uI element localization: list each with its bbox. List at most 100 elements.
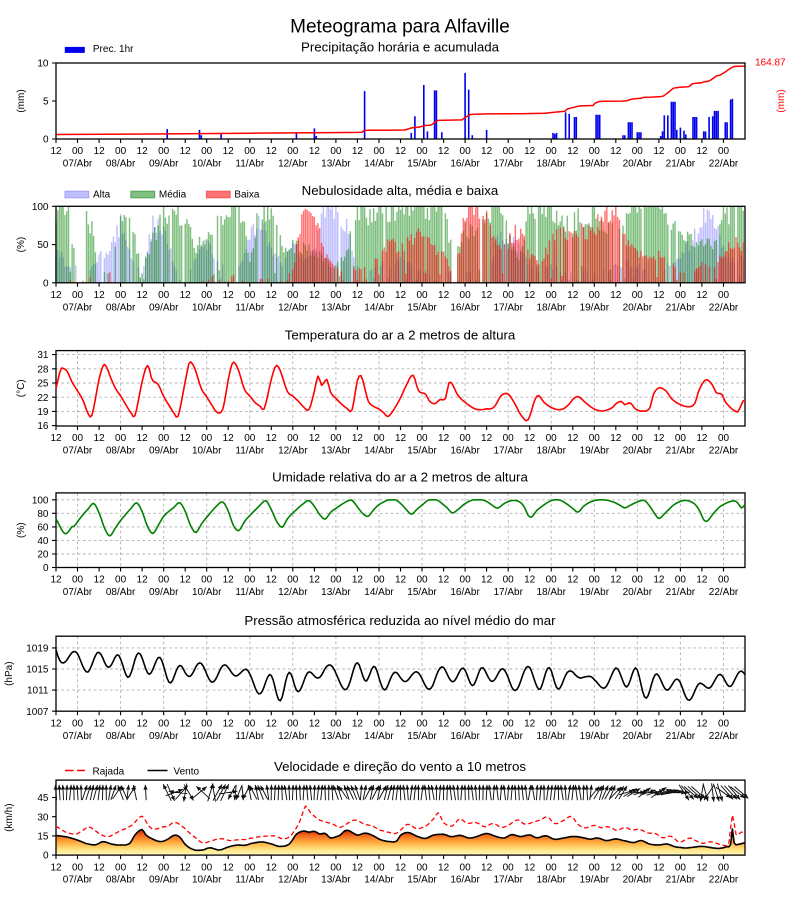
svg-text:16/Abr: 16/Abr (450, 587, 480, 598)
svg-text:00: 00 (373, 146, 385, 157)
svg-text:00: 00 (503, 290, 515, 301)
svg-text:12: 12 (696, 146, 708, 157)
svg-text:12: 12 (223, 433, 235, 444)
svg-text:16/Abr: 16/Abr (450, 875, 480, 886)
svg-text:12: 12 (180, 862, 192, 873)
svg-text:07/Abr: 07/Abr (63, 446, 93, 457)
svg-text:12: 12 (696, 575, 708, 586)
svg-text:10/Abr: 10/Abr (192, 302, 222, 313)
svg-text:00: 00 (718, 862, 730, 873)
svg-text:10: 10 (37, 59, 49, 70)
svg-text:00: 00 (675, 146, 687, 157)
svg-text:13/Abr: 13/Abr (321, 302, 351, 313)
svg-text:(km/h): (km/h) (4, 803, 15, 831)
svg-text:12: 12 (137, 146, 149, 157)
svg-text:10/Abr: 10/Abr (192, 875, 222, 886)
svg-text:12: 12 (524, 862, 536, 873)
svg-text:1007: 1007 (26, 707, 49, 718)
svg-text:00: 00 (244, 575, 256, 586)
svg-text:15/Abr: 15/Abr (407, 446, 437, 457)
svg-text:40: 40 (37, 536, 49, 547)
svg-text:Nebulosidade alta, média e bai: Nebulosidade alta, média e baixa (302, 183, 499, 198)
svg-text:12: 12 (94, 146, 106, 157)
svg-text:(°C): (°C) (16, 379, 27, 397)
svg-text:00: 00 (115, 718, 127, 729)
svg-text:164.87: 164.87 (755, 58, 786, 69)
svg-text:00: 00 (201, 290, 213, 301)
svg-text:11/Abr: 11/Abr (235, 446, 264, 457)
svg-text:20/Abr: 20/Abr (623, 302, 653, 313)
svg-text:0: 0 (43, 278, 49, 289)
svg-text:00: 00 (675, 862, 687, 873)
svg-text:10/Abr: 10/Abr (192, 587, 222, 598)
svg-text:22/Abr: 22/Abr (709, 159, 739, 170)
svg-text:00: 00 (503, 146, 515, 157)
svg-text:20/Abr: 20/Abr (623, 875, 653, 886)
svg-text:00: 00 (158, 146, 170, 157)
svg-text:12: 12 (395, 718, 407, 729)
svg-text:Média: Média (159, 190, 187, 201)
svg-text:12: 12 (696, 290, 708, 301)
svg-text:(mm): (mm) (16, 89, 27, 112)
svg-text:22: 22 (37, 393, 49, 404)
svg-text:100: 100 (32, 495, 49, 506)
svg-text:12: 12 (610, 146, 622, 157)
svg-text:08/Abr: 08/Abr (106, 875, 136, 886)
svg-text:12: 12 (309, 433, 321, 444)
svg-text:12: 12 (481, 862, 493, 873)
svg-text:00: 00 (158, 290, 170, 301)
svg-text:14/Abr: 14/Abr (364, 302, 394, 313)
svg-text:50: 50 (37, 240, 49, 251)
svg-text:11/Abr: 11/Abr (235, 587, 264, 598)
svg-text:00: 00 (718, 290, 730, 301)
svg-text:00: 00 (287, 718, 299, 729)
svg-text:21/Abr: 21/Abr (666, 875, 696, 886)
svg-text:12: 12 (352, 862, 364, 873)
svg-text:12: 12 (50, 862, 62, 873)
svg-text:12: 12 (180, 433, 192, 444)
svg-text:12: 12 (524, 718, 536, 729)
svg-text:10/Abr: 10/Abr (192, 159, 222, 170)
svg-text:00: 00 (546, 433, 558, 444)
svg-text:00: 00 (201, 718, 213, 729)
svg-text:12: 12 (309, 290, 321, 301)
svg-text:11/Abr: 11/Abr (235, 875, 264, 886)
svg-text:00: 00 (373, 290, 385, 301)
svg-text:11/Abr: 11/Abr (235, 159, 264, 170)
svg-text:00: 00 (460, 146, 472, 157)
svg-text:00: 00 (72, 290, 84, 301)
svg-text:12: 12 (481, 146, 493, 157)
svg-text:14/Abr: 14/Abr (364, 875, 394, 886)
svg-text:00: 00 (287, 575, 299, 586)
svg-text:16: 16 (37, 421, 49, 432)
svg-text:12/Abr: 12/Abr (278, 446, 308, 457)
svg-text:0: 0 (43, 135, 49, 146)
svg-text:12: 12 (223, 290, 235, 301)
svg-text:12: 12 (653, 862, 665, 873)
svg-text:12: 12 (696, 862, 708, 873)
svg-text:13/Abr: 13/Abr (321, 587, 351, 598)
svg-text:00: 00 (503, 433, 515, 444)
svg-text:00: 00 (201, 862, 213, 873)
svg-text:00: 00 (416, 290, 428, 301)
svg-text:12: 12 (395, 146, 407, 157)
svg-text:00: 00 (287, 146, 299, 157)
svg-text:00: 00 (632, 433, 644, 444)
svg-text:00: 00 (675, 718, 687, 729)
svg-text:00: 00 (416, 575, 428, 586)
svg-text:20/Abr: 20/Abr (623, 587, 653, 598)
svg-text:28: 28 (37, 364, 49, 375)
svg-text:12: 12 (266, 862, 278, 873)
svg-text:Temperatura do ar a 2 metros d: Temperatura do ar a 2 metros de altura (285, 327, 516, 342)
svg-text:12: 12 (309, 575, 321, 586)
svg-text:00: 00 (589, 290, 601, 301)
svg-text:12: 12 (180, 290, 192, 301)
svg-text:12: 12 (309, 862, 321, 873)
svg-text:12: 12 (352, 575, 364, 586)
svg-text:12: 12 (395, 575, 407, 586)
svg-text:12: 12 (94, 433, 106, 444)
svg-text:09/Abr: 09/Abr (149, 446, 179, 457)
svg-text:16/Abr: 16/Abr (450, 302, 480, 313)
svg-text:09/Abr: 09/Abr (149, 731, 179, 742)
svg-text:18/Abr: 18/Abr (536, 302, 566, 313)
